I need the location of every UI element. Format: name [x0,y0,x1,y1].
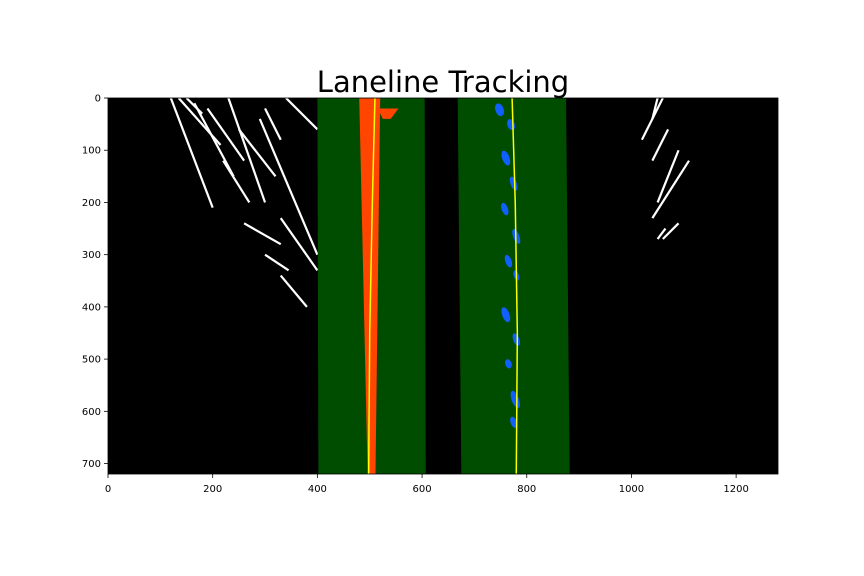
plot-area [108,98,778,474]
image-background [108,98,778,474]
y-tick-label: 100 [82,146,101,157]
noise-streak [656,227,667,240]
noise-streak [193,102,235,177]
x-tick-label: 800 [517,484,536,495]
x-tick-label: 200 [203,484,222,495]
y-tick-label: 200 [82,198,101,209]
noise-streak [243,222,282,246]
noise-streak [279,217,319,271]
noise-streak [206,107,245,162]
lane-pixels-right [505,359,512,369]
x-tick-label: 1200 [723,484,748,495]
y-tick-label: 0 [95,94,101,105]
axes: 0 200 400 600 800 1000 1200 0 100 200 300 400 500 600… [82,94,779,495]
noise-streak [264,107,282,141]
lane-pixels-right [509,176,518,191]
search-window-right [457,98,570,474]
image-layer [108,98,778,474]
lane-pixels-right [495,103,505,117]
noise-streak [651,128,670,162]
x-tick-label: 600 [413,484,432,495]
lane-pixels-right [510,416,518,428]
noise-streak [662,222,680,240]
y-tick-label: 400 [82,302,101,313]
x-tick-label: 1000 [619,484,644,495]
lane-pixels-right [510,390,520,409]
y-tick-label: 500 [82,355,101,366]
x-tick-label: 400 [308,484,327,495]
noise-streak [285,98,319,131]
noise-streak [258,118,319,256]
x-tick-label: 0 [105,484,111,495]
noise-streak [185,98,203,115]
lane-pixels-right [501,202,509,216]
lane-pixels-left [359,98,381,474]
noise-streak [279,274,308,308]
lane-pixels-right [501,150,511,166]
noise-streak [640,98,664,141]
lane-pixels-right [501,307,511,323]
noise-streak [222,160,251,204]
y-tick-label: 300 [82,250,101,261]
noise-streak [237,128,277,178]
fit-line-right [511,98,519,474]
axes-frame [107,97,779,475]
y-tick-label: 600 [82,407,101,418]
lane-pixels-right [512,333,520,346]
chart-title: Laneline Tracking [317,65,569,99]
noise-streak [264,253,290,272]
lane-pixels-left [377,108,399,119]
fit-line-left [367,98,376,474]
noise-streak [227,98,267,203]
y-tick-label: 700 [82,459,101,470]
noise-streak [169,98,214,209]
noise-streak [656,149,680,203]
noise-streak [651,160,690,219]
lane-pixels-right [504,254,513,268]
